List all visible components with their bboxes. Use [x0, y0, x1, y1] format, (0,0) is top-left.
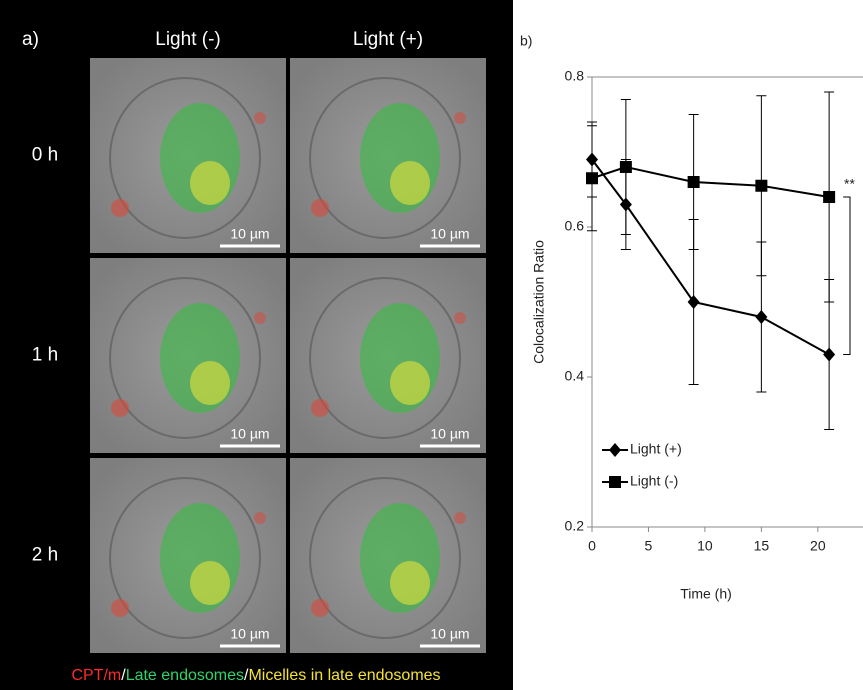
y-tick-label: 0.8	[565, 68, 585, 84]
row-label: 1 h	[32, 345, 58, 366]
marker	[586, 172, 598, 185]
marker	[687, 176, 700, 188]
legend-marker	[609, 476, 621, 488]
scale-bar-label: 10 µm	[430, 626, 469, 642]
x-tick-label: 10	[697, 538, 713, 554]
scale-bar-label: 10 µm	[230, 226, 269, 242]
caption-part: Late endosomes	[126, 667, 244, 684]
series-line	[591, 158, 830, 356]
marker	[823, 347, 836, 362]
scale-bar-label: 10 µm	[430, 226, 469, 242]
scale-bar-label: 10 µm	[230, 626, 269, 642]
x-tick-label: 15	[754, 538, 770, 554]
marker	[687, 295, 700, 309]
x-tick-label: 0	[588, 538, 596, 554]
marker	[619, 161, 632, 173]
legend-label: Light (-)	[630, 473, 678, 489]
y-tick-label: 0.2	[565, 518, 585, 534]
micrograph	[90, 58, 286, 253]
y-tick-label: 0.6	[565, 218, 585, 234]
y-axis-label: Colocalization Ratio	[531, 240, 547, 364]
marker	[755, 310, 768, 324]
marker	[823, 191, 836, 203]
row-label: 0 h	[32, 145, 58, 166]
marker	[755, 179, 768, 192]
legend-label: Light (+)	[630, 441, 682, 457]
micrograph	[90, 258, 286, 453]
annotation: **	[844, 176, 855, 192]
caption-part: /	[121, 667, 126, 684]
caption-part: CPT/m	[71, 667, 121, 684]
scale-bar-label: 10 µm	[430, 426, 469, 442]
column-header: Light (-)	[155, 29, 220, 50]
panel-label: a)	[22, 29, 39, 50]
column-header: Light (+)	[353, 29, 423, 50]
row-label: 2 h	[32, 545, 58, 566]
caption-part: /	[244, 667, 249, 684]
x-tick-label: 20	[810, 538, 826, 554]
micrograph	[90, 458, 286, 653]
scale-bar-label: 10 µm	[230, 426, 269, 442]
significance-bracket	[843, 196, 851, 355]
micrograph	[290, 258, 486, 453]
y-tick-label: 0.4	[565, 368, 585, 384]
micrograph	[290, 458, 486, 653]
caption-part: Micelles in late endosomes	[248, 667, 440, 684]
panel-label: b)	[520, 33, 532, 49]
x-tick-label: 5	[645, 538, 653, 554]
micrograph	[290, 58, 486, 253]
x-axis-label: Time (h)	[680, 586, 732, 602]
legend-marker	[609, 443, 621, 457]
caption: CPT/m/Late endosomes/Micelles in late en…	[71, 667, 440, 684]
